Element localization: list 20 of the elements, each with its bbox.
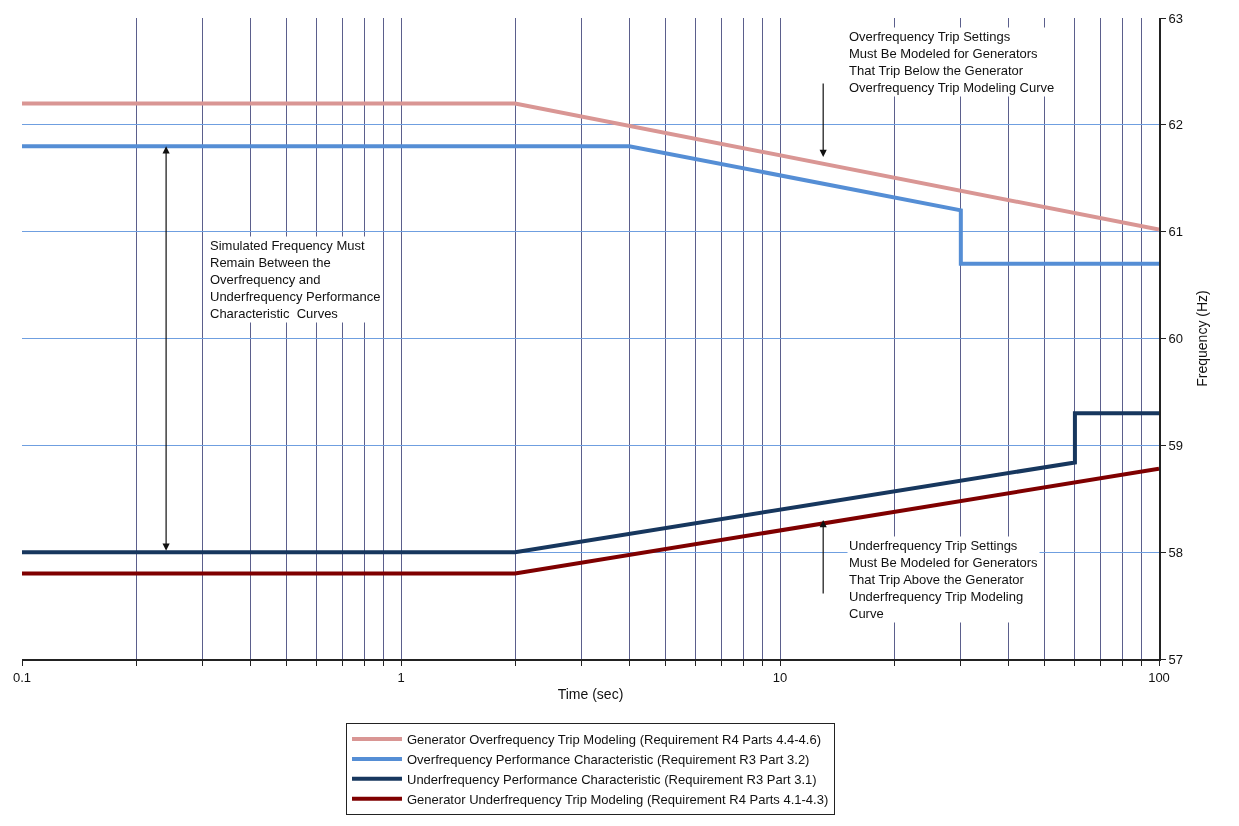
legend-label: Generator Underfrequency Trip Modeling (Requirement R4 Parts 4.1-4.3) [407, 791, 829, 807]
legend-label: Overfrequency Performance Characteristic (Requirement R3 Part 3.2) [407, 752, 810, 768]
y-axis-title: Frequency (Hz) [1193, 290, 1210, 387]
y-tick-label: 62 [1168, 117, 1184, 133]
y-tick-label: 59 [1168, 437, 1184, 453]
legend-label: Generator Overfrequency Trip Modeling (Requirement R4 Parts 4.4-4.6) [407, 732, 822, 748]
x-axis-title: Time (sec) [557, 686, 624, 703]
x-tick-label: 0.1 [12, 669, 32, 685]
y-tick-label: 57 [1168, 651, 1184, 667]
annotation: Overfrequency Trip Settings Must Be Modeled for Generators That Trip Below the Generator Overfrequency Trip Modeling Curve [849, 29, 1055, 95]
legend-label: Underfrequency Performance Characteristic (Requirement R3 Part 3.1) [407, 771, 817, 787]
y-tick-label: 61 [1168, 224, 1184, 240]
x-tick-label: 1 [397, 669, 405, 685]
x-tick-label: 100 [1148, 669, 1170, 685]
y-tick-label: 60 [1168, 331, 1184, 347]
annotation: Simulated Frequency Must Remain Between the Overfrequency and Underfrequency Performance Characteristic Curves [210, 238, 381, 321]
y-tick-label: 58 [1168, 544, 1184, 560]
y-tick-label: 63 [1168, 10, 1184, 26]
annotation: Underfrequency Trip Settings Must Be Modeled for Generators That Trip Above the Generator Underfrequency Trip Modeling Curve [849, 538, 1039, 621]
x-tick-label: 10 [772, 669, 788, 685]
